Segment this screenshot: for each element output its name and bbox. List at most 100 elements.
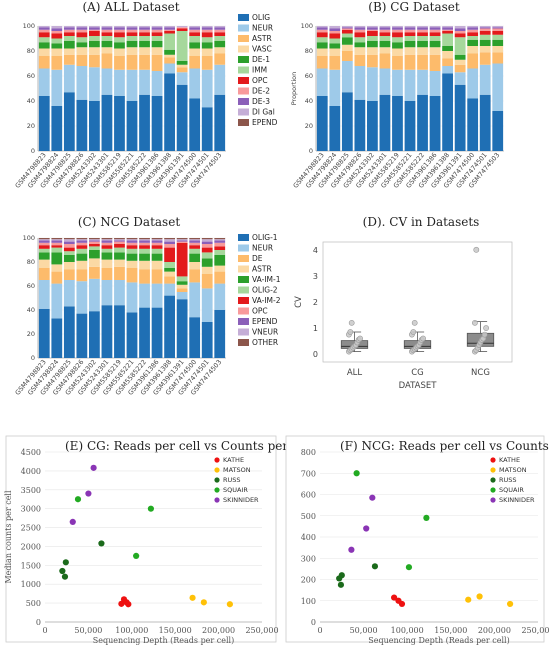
bar-segment	[404, 69, 416, 101]
bar-segment	[63, 251, 75, 255]
bar-segment	[63, 36, 75, 41]
bar-segment	[189, 240, 201, 243]
y-tick-label: 80	[27, 47, 35, 55]
bar-segment	[38, 29, 50, 33]
bar-segment	[492, 34, 504, 40]
bar-segment	[479, 64, 491, 95]
y-tick-label: 0	[36, 618, 41, 627]
bar-segment	[176, 239, 188, 241]
bar-segment	[392, 56, 403, 70]
bar-segment	[201, 37, 213, 43]
bar-segment	[126, 242, 138, 246]
bar-segment	[189, 238, 201, 240]
bar-segment	[379, 26, 391, 28]
bar-segment	[214, 240, 226, 243]
bar-segment	[89, 31, 100, 36]
x-axis-label: Sequencing Depth (Reads per cell)	[93, 636, 235, 645]
bar-segment	[201, 241, 213, 244]
bar-segment	[51, 283, 63, 319]
bar-segment	[38, 252, 50, 260]
bar-segment	[467, 68, 479, 99]
bar-segment	[164, 247, 175, 262]
legend-swatch	[238, 318, 249, 325]
legend-swatch	[238, 77, 249, 84]
bar-segment	[114, 240, 125, 242]
bar-segment	[479, 28, 491, 31]
x-tick-label: CG	[411, 368, 424, 378]
bar-segment	[89, 41, 100, 48]
data-point	[420, 335, 426, 342]
bar-segment	[51, 271, 63, 284]
bar-segment	[76, 54, 88, 66]
bar-segment	[76, 269, 88, 282]
legend-label: DI Gal	[252, 108, 275, 117]
bar-segment	[139, 248, 150, 254]
bar-segment	[367, 47, 378, 55]
bar-segment	[38, 280, 50, 309]
bar-segment	[151, 269, 163, 284]
bar-segment	[63, 262, 75, 270]
bar-segment	[164, 33, 175, 50]
bar-segment	[214, 41, 226, 48]
bar-segment	[201, 69, 213, 108]
bar-segment	[114, 280, 125, 306]
bar-segment	[467, 32, 479, 36]
bar-segment	[329, 33, 341, 39]
legend-swatch	[238, 45, 249, 53]
bar-segment	[126, 239, 138, 241]
legend-swatch	[238, 35, 249, 42]
bar-segment	[189, 245, 201, 249]
bar-segment	[151, 260, 163, 270]
bar-segment	[89, 54, 100, 68]
bar-segment	[101, 94, 113, 151]
bar-segment	[164, 73, 175, 151]
bar-segment	[63, 64, 75, 93]
bar-segment	[329, 106, 341, 151]
bar-segment	[76, 240, 88, 243]
bar-segment	[354, 29, 366, 33]
bar-segment	[63, 27, 75, 30]
bar-segment	[379, 68, 391, 95]
legend-swatch	[238, 108, 249, 116]
bar-segment	[429, 29, 441, 33]
bar-segment	[316, 32, 328, 38]
bar-segment	[51, 28, 63, 31]
y-tick-label: 200	[301, 576, 316, 585]
bar-segment	[367, 67, 378, 101]
legend-marker	[214, 497, 220, 503]
bar-segment	[101, 305, 113, 358]
bar-segment	[201, 26, 213, 28]
bar-segment	[89, 101, 100, 151]
bar-segment	[201, 288, 213, 322]
chart-title: (D). CV in Datasets	[363, 215, 480, 229]
bar-segment	[467, 53, 479, 69]
data-point	[471, 319, 478, 326]
bar-segment	[38, 27, 50, 30]
bar-segment	[114, 26, 125, 28]
bar-segment	[101, 27, 113, 30]
bar-segment	[214, 242, 226, 247]
bar-segment	[201, 32, 213, 38]
chart-title: (C) NCG Dataset	[78, 215, 180, 229]
bar-segment	[76, 238, 88, 240]
bar-segment	[429, 36, 441, 41]
bar-segment	[114, 42, 125, 49]
bar-segment	[417, 47, 428, 55]
bar-segment	[89, 278, 100, 312]
legend-swatch	[238, 297, 249, 304]
bar-segment	[76, 47, 88, 55]
bar-segment	[189, 42, 201, 49]
bar-segment	[164, 295, 175, 358]
bar-segment	[101, 29, 113, 33]
bar-segment	[114, 266, 125, 280]
x-tick-label: 200,000	[202, 626, 235, 635]
bar-segment	[139, 240, 150, 243]
bar-segment	[316, 27, 328, 30]
bar-segment	[201, 247, 213, 253]
legend-label: SKINNIDER	[499, 496, 535, 504]
data-point	[371, 563, 379, 570]
bar-segment	[164, 27, 175, 30]
bar-segment	[492, 28, 504, 31]
bar-segment	[467, 39, 479, 46]
